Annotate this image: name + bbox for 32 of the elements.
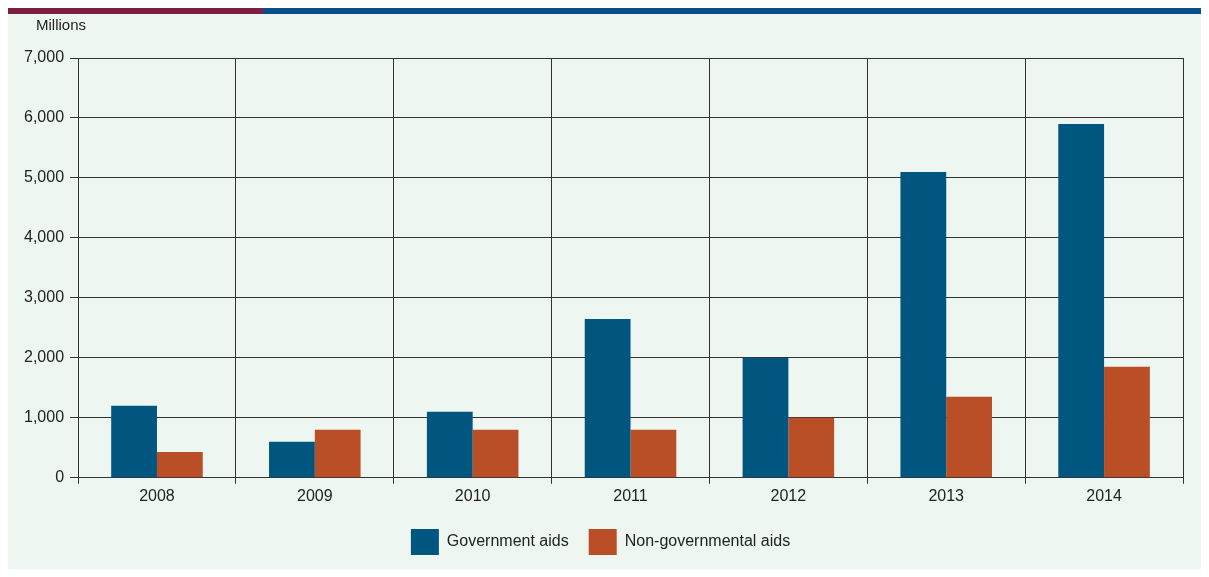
y-tick-label: 0: [55, 468, 65, 486]
x-tick-label: 2012: [770, 486, 807, 504]
y-tick-label: 7,000: [23, 48, 65, 66]
bar: [788, 417, 835, 478]
y-tick-label: 6,000: [23, 108, 65, 126]
bar: [946, 396, 992, 478]
legend-label: Government aids: [446, 532, 569, 550]
bar: [1058, 123, 1105, 478]
y-tick-label: 3,000: [23, 288, 65, 306]
bar: [269, 441, 315, 478]
y-tick-label: 1,000: [23, 408, 65, 426]
bar: [630, 429, 677, 478]
bar: [111, 405, 157, 478]
y-axis-title: Millions: [36, 15, 87, 33]
x-tick-label: 2013: [928, 486, 965, 504]
legend-label: Non-governmental aids: [624, 532, 791, 550]
y-tick-label: 5,000: [23, 168, 65, 186]
bar: [314, 429, 361, 478]
x-tick-label: 2011: [613, 486, 648, 504]
bar: [472, 429, 519, 478]
y-tick-label: 2,000: [23, 348, 65, 366]
bar: [156, 452, 203, 478]
bar: [1104, 366, 1150, 478]
x-tick-label: 2014: [1086, 486, 1122, 504]
x-tick-label: 2009: [297, 486, 333, 504]
bar: [426, 411, 473, 478]
x-tick-label: 2008: [139, 486, 175, 504]
bar: [584, 318, 631, 478]
bar: [900, 171, 947, 478]
bar: [742, 357, 789, 478]
x-tick-label: 2010: [454, 486, 491, 504]
y-tick-label: 4,000: [23, 228, 65, 246]
